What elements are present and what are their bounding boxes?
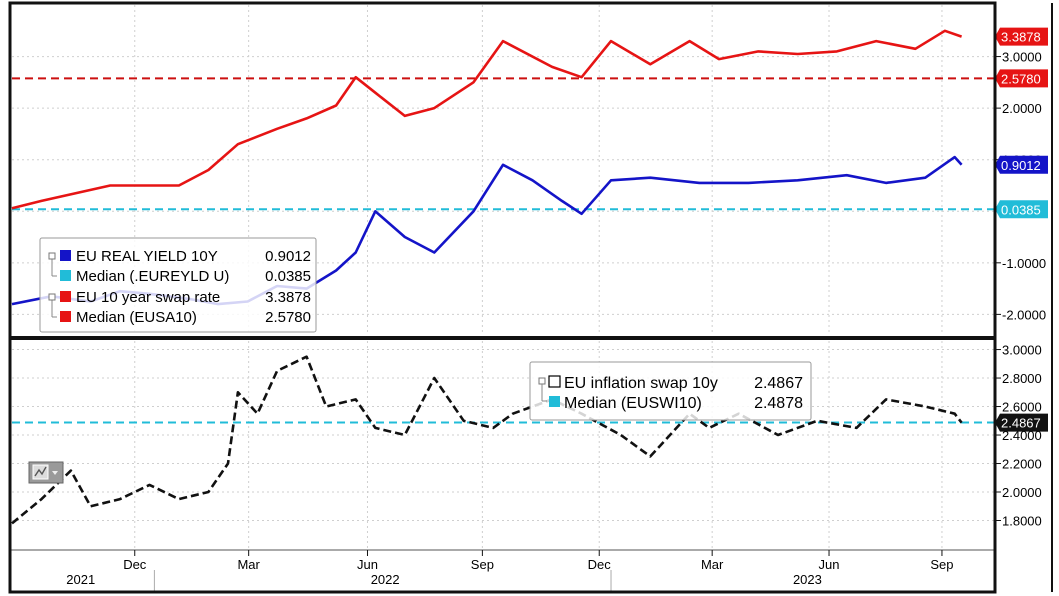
legend-swatch-real-yield bbox=[60, 250, 71, 261]
last-value-tag bbox=[995, 69, 1048, 88]
bottom-y-axis-ticks: 3.0000 2.8000 2.6000 2.4000 2.2000 2.0000 1.80… bbox=[995, 343, 1042, 529]
legend-label-real-yield: EU REAL YIELD 10Y bbox=[76, 248, 218, 265]
x-year-label: 2022 bbox=[371, 572, 400, 587]
last-value-tag-label: 3.3878 bbox=[1001, 30, 1041, 45]
x-tick-label: Mar bbox=[701, 557, 724, 572]
last-value-tag-label: 2.4867 bbox=[1001, 416, 1041, 431]
top-legend-box bbox=[39, 237, 317, 333]
y-tick-label: 3.0000 bbox=[1002, 343, 1042, 358]
y-tick-label: 1.8000 bbox=[1002, 514, 1042, 529]
y-tick-label: -2.0000 bbox=[1002, 307, 1046, 322]
last-value-tag bbox=[995, 155, 1048, 174]
legend-value-median-eusa10: 2.5780 bbox=[265, 309, 311, 326]
legend-swatch-swap-rate bbox=[60, 291, 71, 302]
top-panel-grid bbox=[12, 5, 994, 335]
bottom-panel-grid bbox=[12, 341, 994, 549]
x-tick-label: Mar bbox=[237, 557, 260, 572]
legend-swatch-median-eusa10 bbox=[60, 311, 71, 322]
legend-value-swap-rate: 3.3878 bbox=[265, 289, 311, 306]
legend-collapse-icon[interactable] bbox=[48, 293, 56, 301]
x-axis-band bbox=[10, 550, 995, 594]
bottom-last-value-tags: 2.4867 bbox=[995, 413, 1048, 432]
legend-swatch-median-euswi10 bbox=[549, 396, 560, 407]
series-eu-10-year-swap-rate bbox=[11, 29, 963, 210]
legend-label-median-eusa10: Median (EUSA10) bbox=[76, 309, 197, 326]
legend-label-inflation-swap: EU inflation swap 10y bbox=[564, 375, 718, 392]
y-tick-label: -1.0000 bbox=[1002, 256, 1046, 271]
y-tick-label: 2.2000 bbox=[1002, 457, 1042, 472]
last-value-tag bbox=[995, 413, 1048, 432]
x-tick-label: Jun bbox=[819, 557, 840, 572]
legend-label-median-euswi10: Median (EUSWI10) bbox=[564, 395, 702, 412]
legend-value-real-yield: 0.9012 bbox=[265, 248, 311, 265]
y-tick-label: 2.8000 bbox=[1002, 371, 1042, 386]
y-tick-label: 2.0000 bbox=[1002, 101, 1042, 116]
legend-collapse-icon[interactable] bbox=[538, 377, 546, 385]
y-tick-label: 3.0000 bbox=[1002, 50, 1042, 65]
series-eu-inflation-swap-10y bbox=[11, 355, 963, 525]
legend-value-median-euswi10: 2.4878 bbox=[754, 395, 803, 412]
x-axis: Dec Mar Jun Sep Dec Mar Jun Sep 2021 2022 2023 bbox=[66, 550, 954, 591]
bottom-legend[interactable]: EU inflation swap 10y 2.4867 Median (EUS… bbox=[529, 361, 812, 421]
legend-collapse-icon[interactable] bbox=[48, 252, 56, 260]
last-value-tag bbox=[995, 200, 1048, 219]
last-value-tag bbox=[995, 27, 1048, 46]
x-tick-label: Sep bbox=[930, 557, 953, 572]
x-year-label: 2023 bbox=[793, 572, 822, 587]
legend-value-inflation-swap: 2.4867 bbox=[754, 375, 803, 392]
legend-swatch-median-eureyld bbox=[60, 270, 71, 281]
bottom-legend-box bbox=[529, 361, 812, 421]
x-tick-label: Sep bbox=[471, 557, 494, 572]
y-tick-label: 2.4000 bbox=[1002, 428, 1042, 443]
last-value-tag-label: 0.0385 bbox=[1001, 202, 1041, 217]
top-legend[interactable]: EU REAL YIELD 10Y 0.9012 Median (.EUREYL… bbox=[39, 237, 317, 333]
x-tick-label: Dec bbox=[588, 557, 612, 572]
x-tick-label: Dec bbox=[123, 557, 147, 572]
y-tick-label: 2.0000 bbox=[1002, 485, 1042, 500]
chart-type-icon bbox=[32, 464, 58, 480]
legend-label-median-eureyld: Median (.EUREYLD U) bbox=[76, 268, 229, 285]
chart-type-button[interactable] bbox=[28, 461, 64, 484]
y-tick-label: 2.6000 bbox=[1002, 400, 1042, 415]
legend-swatch-inflation-swap bbox=[548, 375, 561, 388]
x-year-label: 2021 bbox=[66, 572, 95, 587]
top-last-value-tags: 3.3878 2.5780 0.9012 0.0385 bbox=[995, 27, 1048, 219]
x-tick-label: Jun bbox=[357, 557, 378, 572]
legend-value-median-eureyld: 0.0385 bbox=[265, 268, 311, 285]
legend-label-swap-rate: EU 10 year swap rate bbox=[76, 289, 220, 306]
panel-divider bbox=[10, 336, 995, 340]
last-value-tag-label: 0.9012 bbox=[1001, 158, 1041, 173]
last-value-tag-label: 2.5780 bbox=[1001, 71, 1041, 86]
